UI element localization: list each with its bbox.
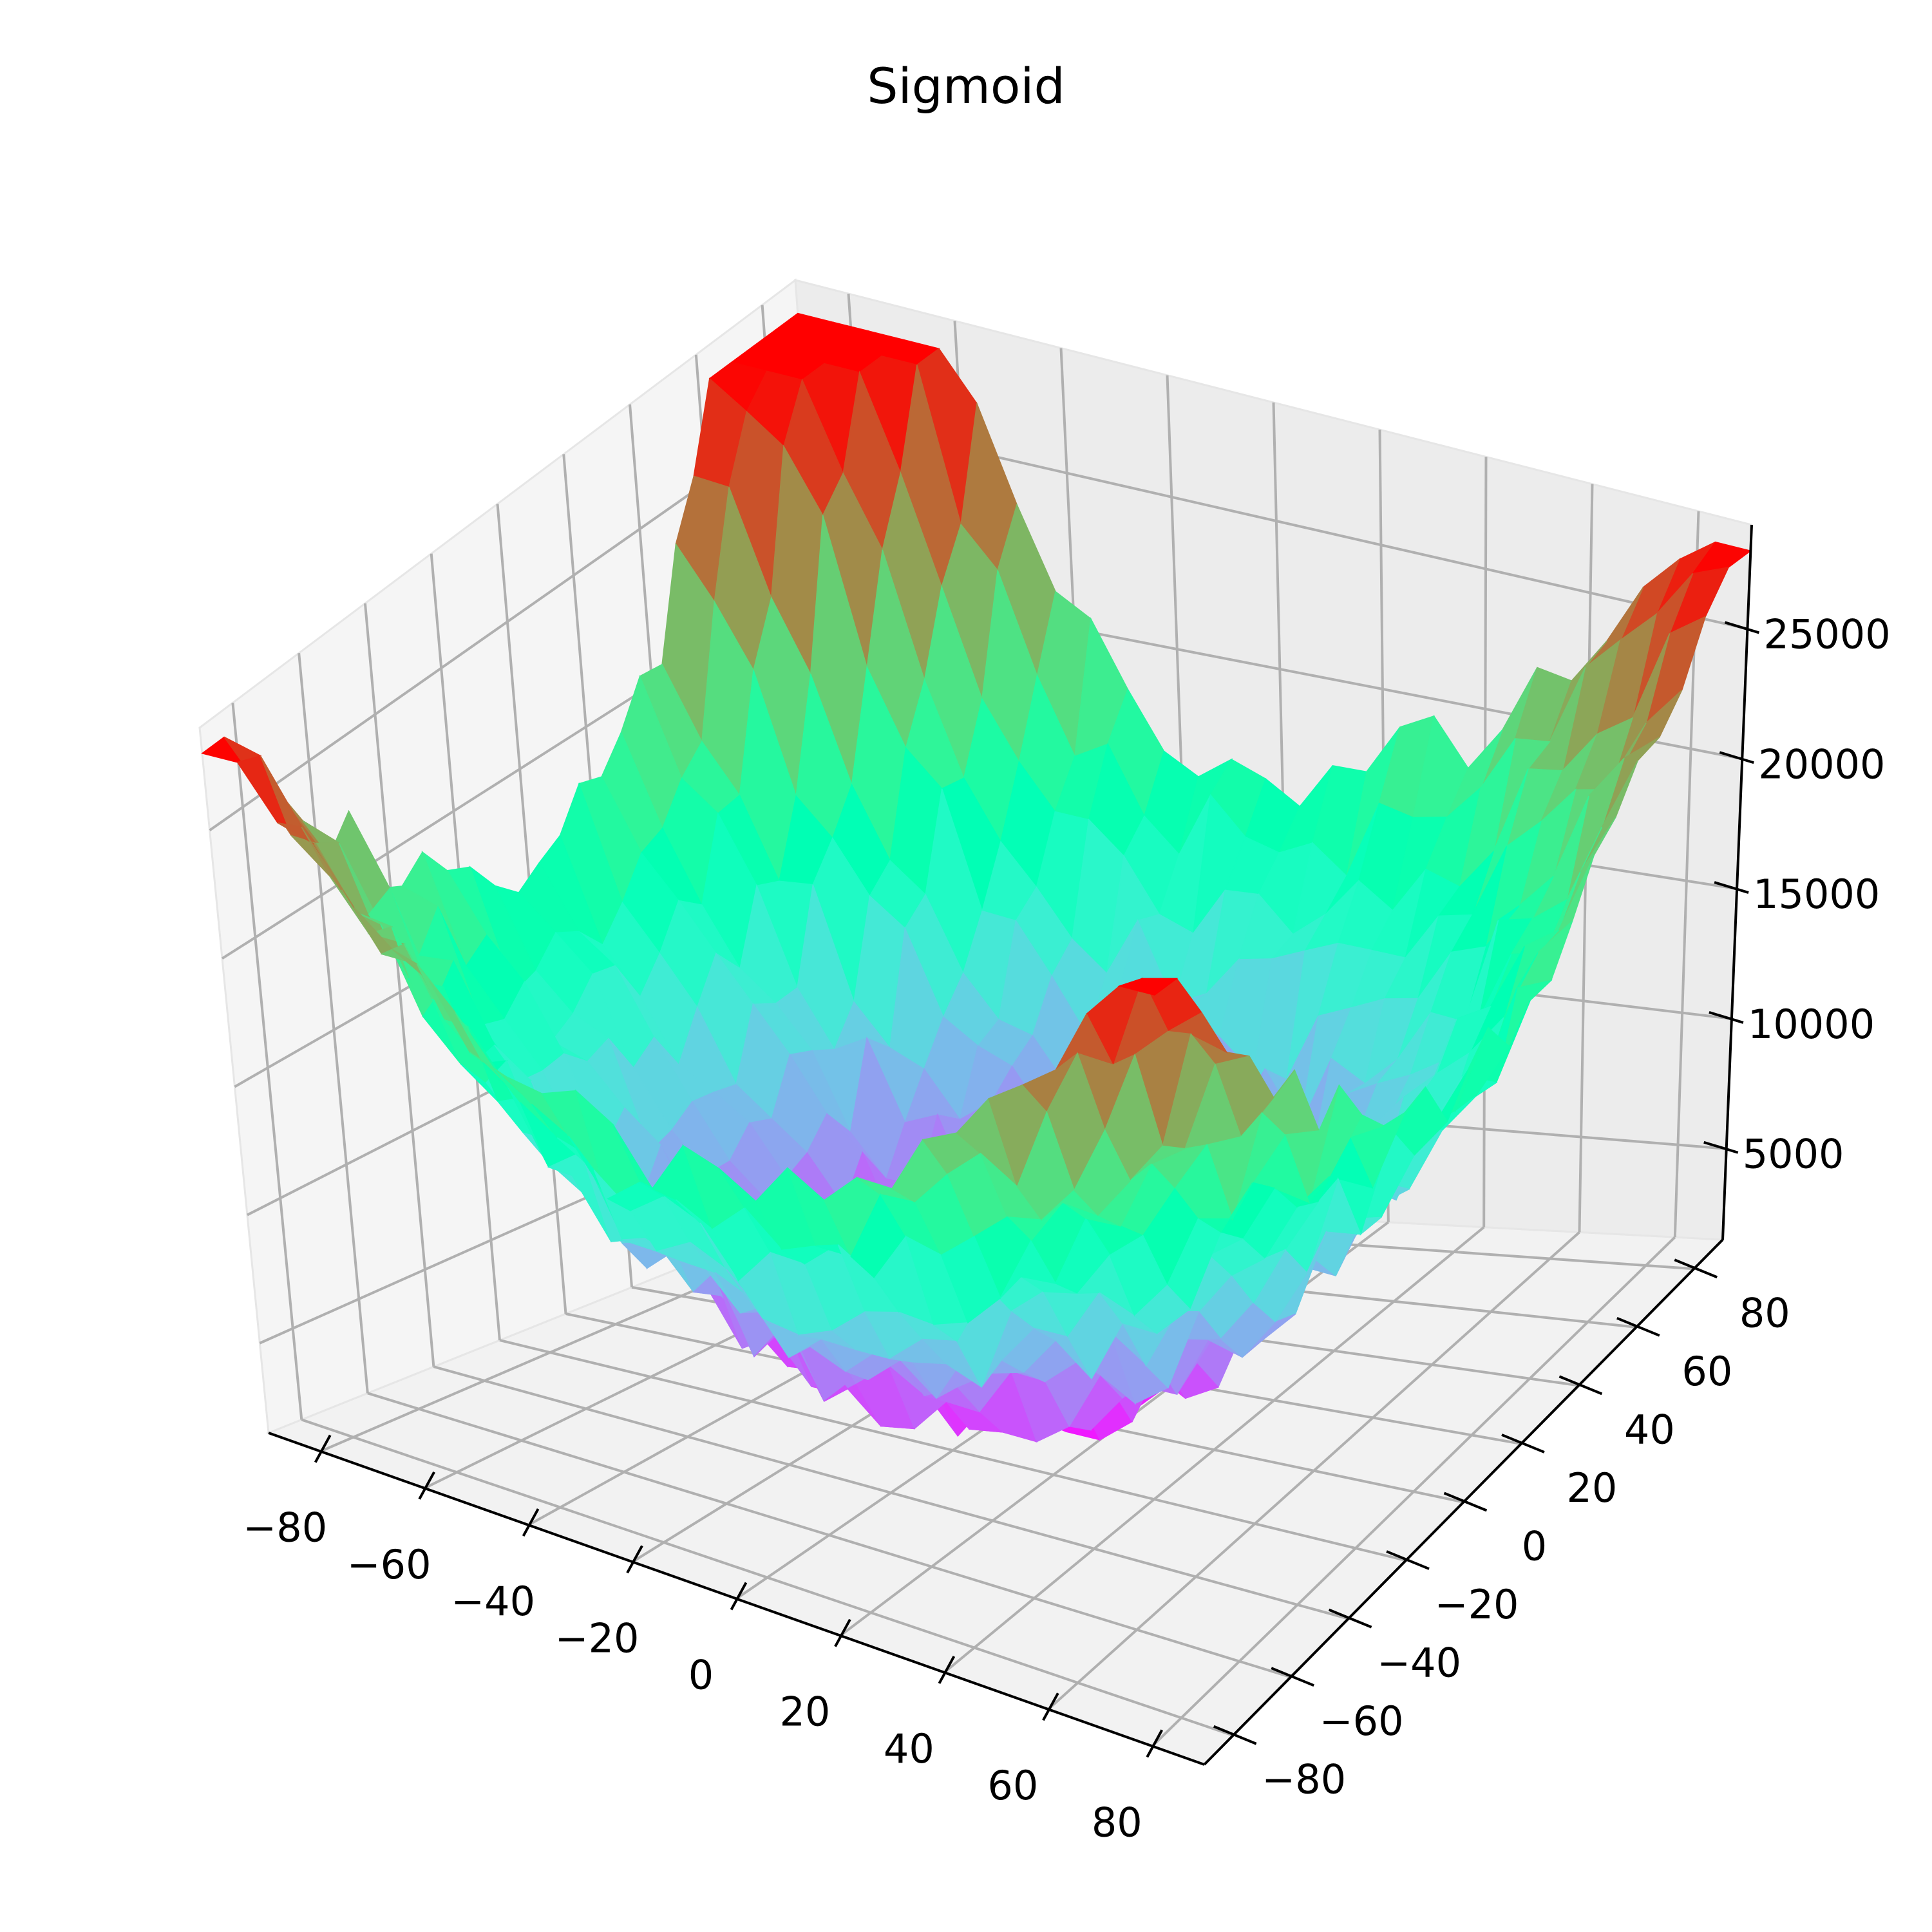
surface-facet	[999, 1240, 1057, 1298]
y-tick-label: 0	[1522, 1523, 1547, 1570]
grid-line-y-wall	[363, 603, 435, 1367]
x-tick-label: 0	[688, 1652, 714, 1699]
z-tick-mark	[1703, 1141, 1739, 1154]
y-tick-label: 60	[1681, 1348, 1732, 1395]
y-tick-label: −20	[1435, 1581, 1519, 1628]
chart-title: Sigmoid	[867, 57, 1065, 115]
x-tick-mark	[314, 1434, 332, 1463]
x-tick-label: −20	[555, 1615, 639, 1662]
grid-line-y-floor	[367, 1392, 1291, 1679]
y-tick-mark	[1443, 1492, 1488, 1512]
y-tick-label: −80	[1262, 1756, 1346, 1803]
surface-facet	[1133, 1284, 1191, 1334]
y-tick-mark	[1674, 1258, 1718, 1279]
z-tick-label: 10000	[1748, 1001, 1875, 1048]
surface-facet	[1220, 1302, 1276, 1358]
z-axis-line	[1721, 524, 1753, 1240]
z-tick-mark	[1724, 621, 1760, 634]
grid-line-y-wall	[231, 703, 303, 1420]
x-tick-mark	[418, 1471, 435, 1500]
y-tick-mark	[1558, 1375, 1603, 1396]
x-tick-mark	[626, 1545, 643, 1574]
grid-line-y-wall	[298, 652, 369, 1394]
x-tick-mark	[522, 1508, 540, 1537]
x-tick-mark	[834, 1618, 851, 1647]
y-tick-mark	[1386, 1550, 1430, 1570]
y-tick-mark	[1271, 1667, 1314, 1687]
z-tick-label: 20000	[1758, 741, 1885, 788]
x-tick-label: −40	[451, 1578, 535, 1625]
grid-line-y-floor	[301, 1418, 1234, 1737]
surface-facet	[1117, 978, 1179, 996]
surface-facet	[1074, 1129, 1131, 1216]
grid-line-y-floor	[433, 1365, 1349, 1620]
z-tick-mark	[1709, 1010, 1744, 1024]
z-tick-label: 25000	[1763, 611, 1890, 658]
y-tick-label: 80	[1739, 1289, 1790, 1336]
x-tick-label: 20	[779, 1689, 830, 1736]
x-tick-mark	[1146, 1729, 1164, 1758]
z-tick-label: 5000	[1743, 1131, 1844, 1178]
x-tick-label: 40	[884, 1725, 934, 1772]
y-tick-mark	[1501, 1434, 1545, 1454]
z-tick-label: 15000	[1753, 871, 1880, 918]
x-tick-mark	[730, 1582, 748, 1611]
z-tick-mark	[1719, 751, 1754, 764]
x-tick-label: −60	[347, 1541, 431, 1588]
y-tick-mark	[1328, 1608, 1372, 1629]
z-tick-mark	[1714, 881, 1749, 895]
x-tick-label: 60	[987, 1762, 1038, 1809]
x-tick-label: 80	[1092, 1799, 1142, 1846]
grid-line-y-floor	[499, 1339, 1406, 1562]
tick-labels: −80−60−40−20020406080−80−60−40−200204060…	[243, 611, 1890, 1846]
y-tick-label: −60	[1320, 1698, 1404, 1745]
x-tick-label: −80	[243, 1504, 327, 1551]
y-tick-label: 40	[1624, 1406, 1675, 1453]
surface-mesh	[201, 312, 1752, 1443]
x-tick-mark	[938, 1655, 956, 1684]
y-tick-label: −40	[1377, 1640, 1461, 1687]
x-tick-mark	[1042, 1692, 1059, 1721]
y-tick-label: 20	[1566, 1464, 1617, 1511]
y-tick-mark	[1213, 1725, 1257, 1745]
y-tick-mark	[1616, 1316, 1660, 1337]
